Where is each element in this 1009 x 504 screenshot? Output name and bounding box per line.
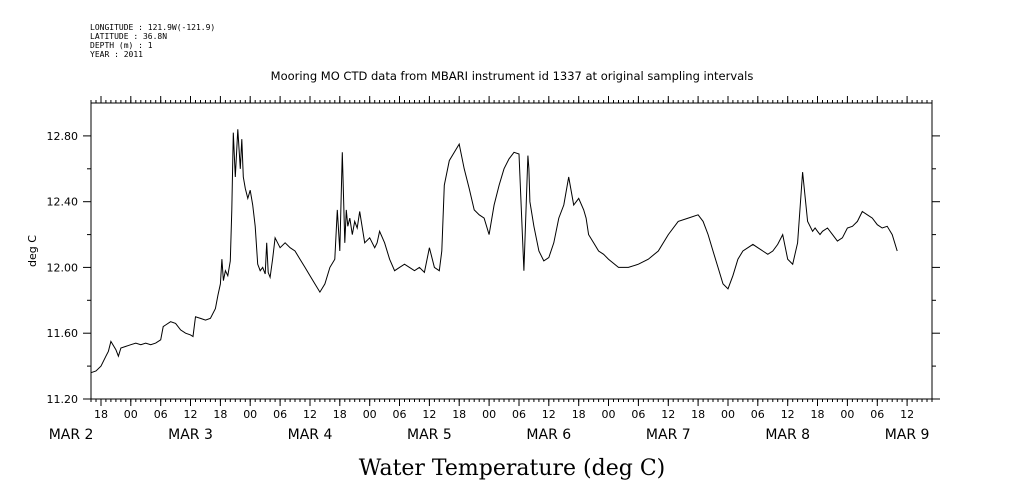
y-tick-label: 11.20 <box>47 393 79 406</box>
x-day-label: MAR 4 <box>288 427 333 443</box>
x-tick-label: 00 <box>721 408 735 421</box>
x-tick-label: 06 <box>273 408 287 421</box>
chart-title: Mooring MO CTD data from MBARI instrumen… <box>271 69 754 83</box>
x-day-label: MAR 7 <box>646 427 691 443</box>
x-tick-label: 18 <box>572 408 586 421</box>
x-day-label: MAR 5 <box>407 427 452 443</box>
x-tick-label: 18 <box>333 408 347 421</box>
x-tick-label: 00 <box>124 408 138 421</box>
x-tick-label: 06 <box>154 408 168 421</box>
depth-text: DEPTH (m) : 1 <box>90 41 153 50</box>
x-tick-label: 12 <box>900 408 914 421</box>
temperature-series-line <box>90 129 898 374</box>
x-tick-label: 06 <box>512 408 526 421</box>
y-tick-label: 11.60 <box>47 327 79 340</box>
x-tick-label: 12 <box>422 408 436 421</box>
x-tick-label: 18 <box>94 408 108 421</box>
year-text: YEAR : 2011 <box>90 50 143 59</box>
x-day-label: MAR 8 <box>765 427 810 443</box>
x-tick-label: 18 <box>213 408 227 421</box>
x-tick-label: 00 <box>840 408 854 421</box>
x-tick-label: 00 <box>363 408 377 421</box>
x-tick-label: 12 <box>781 408 795 421</box>
x-tick-label: 18 <box>811 408 825 421</box>
x-tick-label: 12 <box>661 408 675 421</box>
x-tick-label: 00 <box>243 408 257 421</box>
x-tick-label: 06 <box>393 408 407 421</box>
y-tick-label: 12.40 <box>47 196 79 209</box>
x-tick-label: 12 <box>184 408 198 421</box>
x-tick-label: 12 <box>303 408 317 421</box>
x-tick-label: 06 <box>631 408 645 421</box>
plot-frame <box>90 102 933 400</box>
latitude-text: LATITUDE : 36.8N <box>90 32 167 41</box>
x-day-label: MAR 2 <box>49 427 94 443</box>
x-tick-label: 06 <box>751 408 765 421</box>
longitude-text: LONGITUDE : 121.9W(-121.9) <box>90 23 215 32</box>
x-tick-label: 18 <box>691 408 705 421</box>
x-tick-label: 00 <box>482 408 496 421</box>
x-tick-label: 18 <box>452 408 466 421</box>
x-tick-label: 00 <box>602 408 616 421</box>
x-tick-label: 12 <box>542 408 556 421</box>
x-tick-label: 06 <box>870 408 884 421</box>
x-day-label: MAR 9 <box>885 427 930 443</box>
y-axis-label: deg C <box>26 235 39 267</box>
y-tick-label: 12.00 <box>47 261 79 274</box>
y-tick-label: 12.80 <box>47 130 79 143</box>
x-day-label: MAR 6 <box>526 427 571 443</box>
x-axis-label: Water Temperature (deg C) <box>359 456 666 481</box>
x-day-label: MAR 3 <box>168 427 213 443</box>
axes-group: 18 00 06 12 18 00 06 12 18 00 06 12 18 00 06 12 18 00 06 12… <box>47 96 940 443</box>
